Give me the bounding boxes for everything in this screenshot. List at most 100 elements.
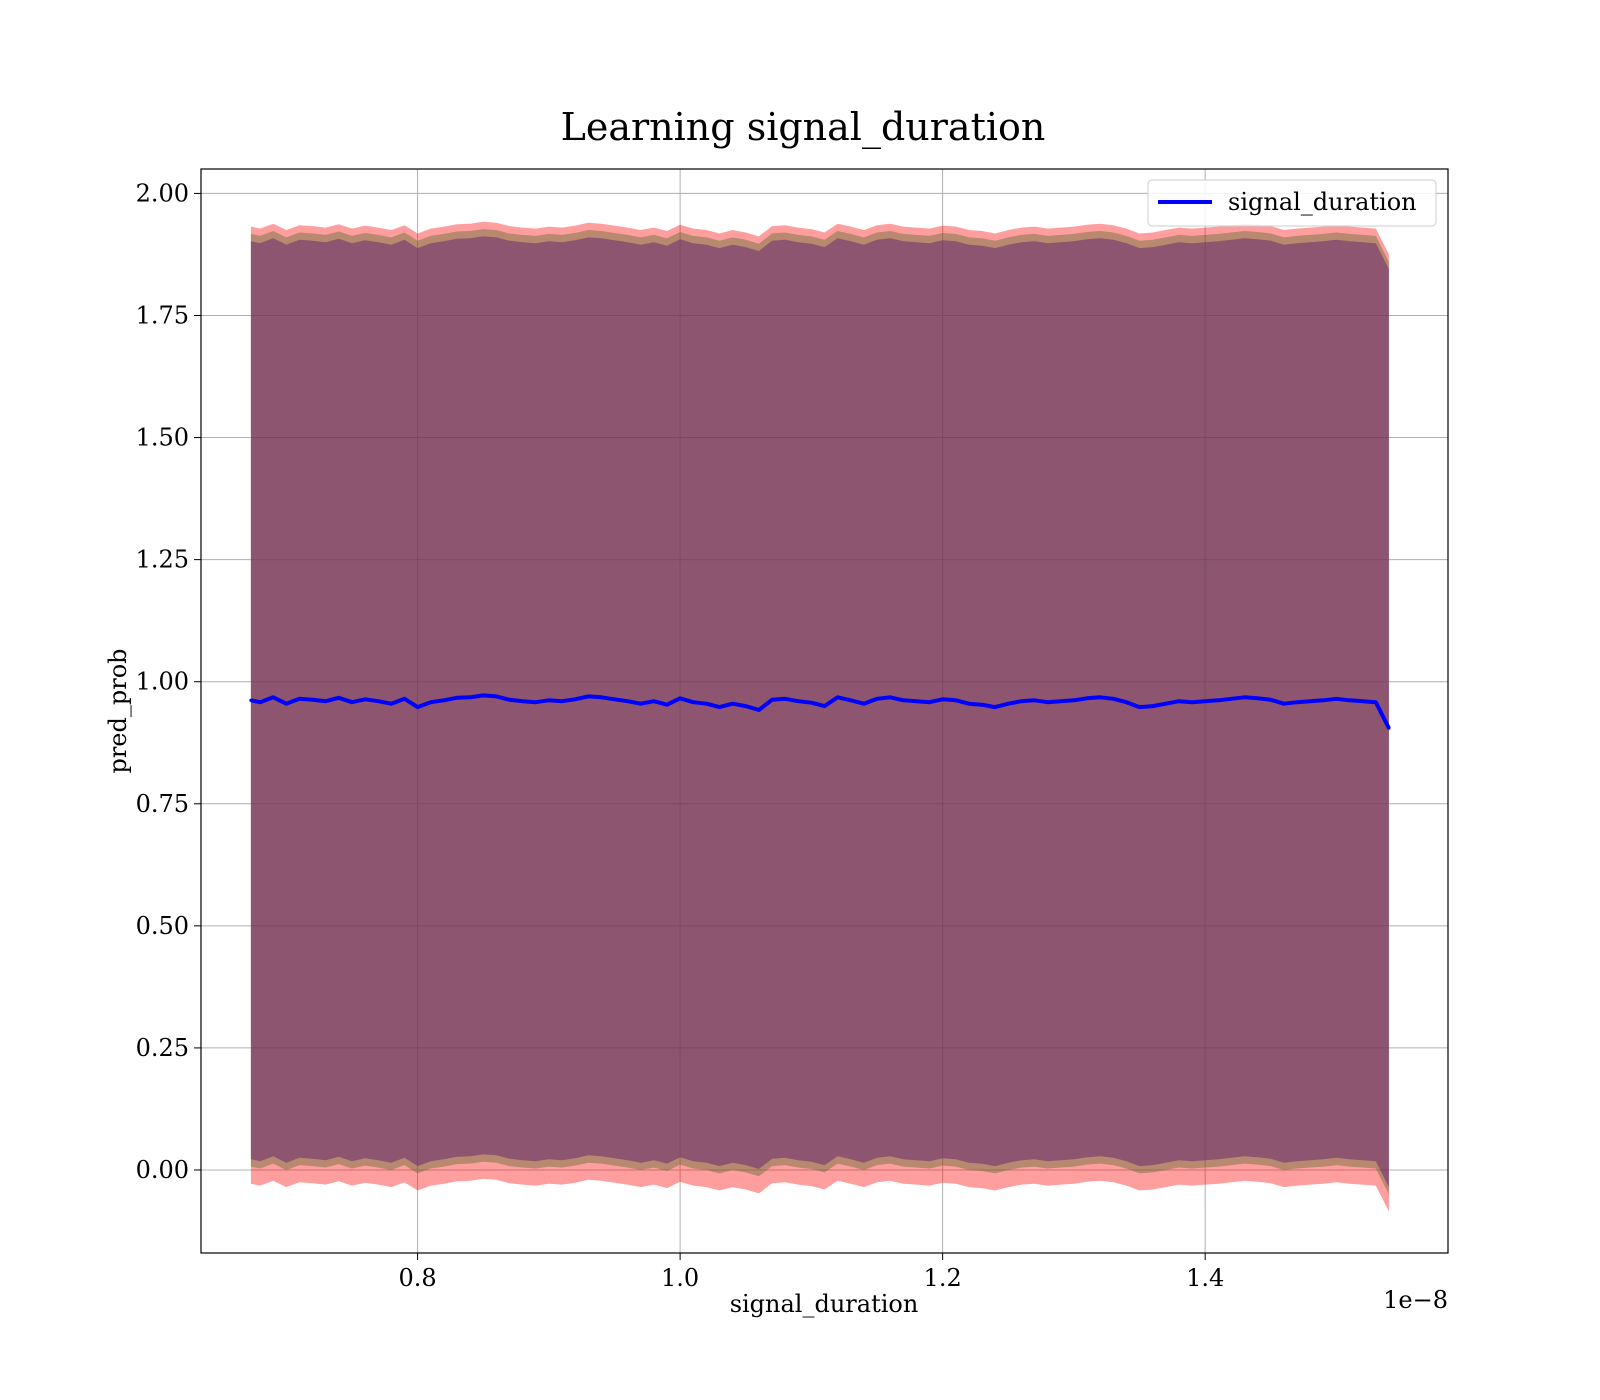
data-point [442, 698, 446, 702]
data-point [954, 698, 958, 702]
data-point [1046, 700, 1050, 704]
data-point [297, 697, 301, 701]
x-tick-label: 1.0 [661, 1264, 699, 1292]
data-point [717, 705, 722, 709]
data-point [704, 702, 709, 706]
y-tick-label: 1.50 [136, 424, 189, 452]
data-point [1111, 697, 1115, 701]
data-point [612, 697, 617, 701]
x-tick-label: 0.8 [398, 1264, 436, 1292]
data-point [993, 705, 997, 709]
y-tick-label: 0.75 [136, 790, 189, 818]
data-point [586, 694, 590, 699]
data-point [1177, 699, 1181, 703]
data-point [1282, 702, 1286, 706]
legend-box [1147, 179, 1437, 227]
data-point [1269, 698, 1273, 702]
data-point [468, 695, 472, 699]
data-point [796, 699, 800, 703]
data-point [429, 700, 433, 704]
data-point [376, 699, 380, 703]
data-point [770, 698, 774, 702]
data-point [1006, 702, 1010, 706]
data-point [324, 699, 328, 703]
data-point [1019, 699, 1024, 703]
data-point [271, 695, 275, 699]
data-point [481, 693, 485, 698]
data-point [1124, 700, 1128, 704]
data-point [691, 700, 695, 704]
data-point [927, 700, 932, 704]
data-point [678, 696, 682, 700]
data-point [1203, 699, 1207, 703]
data-point [560, 699, 564, 703]
x-axis-offset-text: 1e−8 [1383, 1286, 1448, 1314]
y-tick-label: 0.00 [136, 1156, 189, 1184]
data-point [1242, 695, 1247, 699]
data-point [455, 696, 459, 700]
x-axis-label: signal_duration [730, 1290, 919, 1318]
data-point [783, 697, 787, 701]
data-point [914, 699, 919, 703]
data-point [547, 698, 551, 702]
legend-label: signal_duration [1228, 188, 1417, 216]
data-point [1137, 705, 1142, 709]
data-point [311, 698, 315, 702]
data-point [416, 705, 420, 709]
data-point [1387, 726, 1391, 730]
data-point [967, 702, 971, 706]
data-point [862, 702, 866, 706]
data-point [731, 702, 735, 706]
y-axis-ticks: 0.00 0.25 0.50 0.75 1.00 1.25 1.50 1.75 2.00 [136, 179, 201, 1184]
data-point [1216, 698, 1220, 702]
legend: signal_duration [1147, 179, 1437, 227]
data-point [599, 695, 604, 699]
chart-title: Learning signal_duration [561, 105, 1046, 150]
data-point [1229, 697, 1233, 701]
y-tick-label: 2.00 [136, 179, 189, 207]
data-point [757, 708, 761, 712]
data-point [836, 695, 840, 699]
data-point [822, 704, 827, 708]
data-point [941, 697, 945, 701]
data-point [1295, 700, 1299, 704]
data-point [534, 700, 538, 704]
data-point [901, 698, 905, 702]
y-tick-label: 1.00 [136, 668, 189, 696]
data-point [849, 698, 853, 702]
data-point [1151, 704, 1155, 708]
data-point [1072, 698, 1076, 702]
data-point [1085, 696, 1089, 700]
data-point [1256, 696, 1260, 700]
confidence-bands [250, 221, 1389, 1212]
data-point [1374, 700, 1378, 704]
data-point [626, 699, 630, 703]
data-point [494, 694, 498, 699]
data-point [1098, 695, 1102, 699]
data-point [1059, 699, 1063, 703]
data-point [1308, 699, 1312, 703]
data-point [573, 697, 577, 701]
y-axis-label: pred_prob [104, 648, 132, 773]
y-tick-label: 0.50 [136, 912, 189, 940]
x-tick-label: 1.2 [924, 1264, 962, 1292]
data-point [363, 697, 367, 701]
data-point [1361, 699, 1365, 703]
data-point [258, 700, 262, 704]
data-point [1334, 697, 1338, 701]
y-tick-label: 0.25 [136, 1034, 189, 1062]
data-point [980, 703, 984, 707]
data-point [284, 702, 288, 706]
data-point [1032, 698, 1037, 702]
data-point [1190, 700, 1194, 704]
axes-frame [200, 168, 1449, 1254]
y-tick-label: 1.25 [136, 546, 189, 574]
x-tick-label: 1.4 [1186, 1264, 1224, 1292]
data-point [1321, 698, 1325, 702]
data-point [809, 701, 814, 705]
data-point [875, 697, 879, 701]
y-tick-label: 1.75 [136, 301, 189, 329]
data-point [521, 699, 525, 703]
data-point [639, 702, 643, 706]
confidence-band-3 [250, 236, 1389, 1188]
